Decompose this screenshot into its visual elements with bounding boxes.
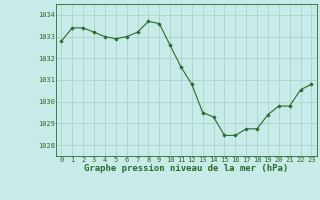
X-axis label: Graphe pression niveau de la mer (hPa): Graphe pression niveau de la mer (hPa) (84, 164, 289, 173)
